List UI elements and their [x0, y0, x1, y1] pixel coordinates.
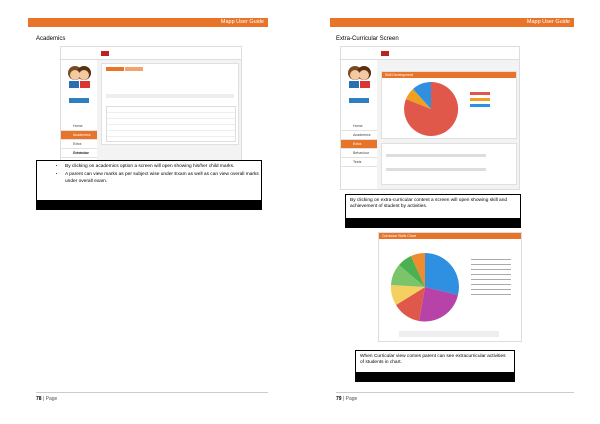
pie-chart [390, 252, 459, 322]
pie-slice [391, 265, 425, 287]
caption-box: When Curricular view comes parent can se… [355, 350, 515, 382]
menu-item[interactable]: Behaviour [341, 149, 377, 158]
menu-item[interactable]: Home [341, 122, 377, 131]
page-number: 79 [336, 396, 342, 402]
bullet: A parent can view marks as per subject w… [65, 172, 261, 185]
pie-slice [404, 81, 459, 136]
pie-slice [399, 256, 425, 287]
tab[interactable] [125, 67, 143, 71]
heading: Academics [36, 36, 66, 42]
page-number: 78 [36, 396, 42, 402]
menu-item[interactable]: Tests [341, 158, 377, 167]
pie-slice [390, 285, 425, 305]
legend-bar [470, 104, 490, 107]
pie-chart [404, 81, 459, 136]
achievements-panel [381, 143, 517, 185]
screenshot: Home Academics Extra Curricular Behaviou… [60, 46, 242, 167]
topbar [61, 47, 241, 60]
box-band [37, 200, 261, 209]
page-footer: 78 | Page [36, 392, 268, 402]
note-bar [399, 331, 499, 337]
pie-slice [411, 252, 425, 287]
screenshot: Curricular Skills Chart [378, 232, 522, 342]
menu-item[interactable]: Extra Curricular [61, 140, 97, 155]
page-header: Mapp User Guide [330, 18, 574, 27]
bullet-box: By clicking on academics option a screen… [36, 160, 262, 210]
sidebar: Home Academics Extra Curricular Behaviou… [61, 60, 97, 167]
pie-slice [425, 253, 459, 295]
page-label: | Page [42, 396, 58, 402]
page-label: | Page [342, 396, 358, 402]
filter-row [106, 94, 234, 98]
menu-item[interactable]: Academics [341, 131, 377, 140]
button[interactable] [69, 98, 89, 103]
list-row [386, 168, 486, 171]
flag [101, 51, 109, 56]
menu: Home Academics Extra Curricular Behaviou… [341, 122, 377, 167]
flag [381, 51, 389, 56]
screenshot: Home Academics Extra Curricular Behaviou… [340, 46, 520, 190]
caption-box: By clicking on extra-curricular content … [345, 194, 521, 228]
sidebar: Home Academics Extra Curricular Behaviou… [341, 60, 377, 189]
pie-slice [419, 287, 458, 322]
heading: Extra-Curricular Screen [336, 36, 399, 42]
legend-bar [470, 98, 490, 101]
pie-slice [406, 89, 431, 109]
panel-title: Skill Development [382, 72, 516, 78]
bullet: By clicking on academics option a screen… [65, 164, 261, 170]
topbar [341, 47, 519, 60]
pie-slice [396, 287, 425, 321]
pie-slice [413, 82, 431, 109]
legend-bar [470, 92, 490, 95]
menu: Home Academics Extra Curricular Behaviou… [61, 122, 97, 167]
caption: When Curricular view comes parent can se… [360, 354, 506, 366]
menu-item[interactable]: Behaviour [61, 149, 97, 158]
menu-item[interactable]: Home [61, 122, 97, 131]
chart-title: Curricular Skills Chart [379, 233, 521, 239]
menu-item[interactable]: Academics [61, 131, 97, 140]
list-row [386, 154, 486, 157]
avatar [348, 66, 371, 88]
avatar [68, 66, 91, 88]
marks-table [106, 106, 236, 142]
content-panel: Skill Development [381, 71, 517, 139]
page-header: Mapp User Guide [28, 18, 268, 27]
tab[interactable] [106, 67, 124, 71]
button[interactable] [349, 98, 369, 103]
content-panel [101, 63, 239, 145]
legend [471, 257, 511, 297]
menu-item[interactable]: Extra Curricular [341, 140, 377, 155]
page-footer: 79 | Page [336, 392, 574, 402]
caption: By clicking on extra-curricular content … [350, 198, 508, 210]
box-band [356, 372, 514, 381]
box-band [346, 218, 520, 227]
